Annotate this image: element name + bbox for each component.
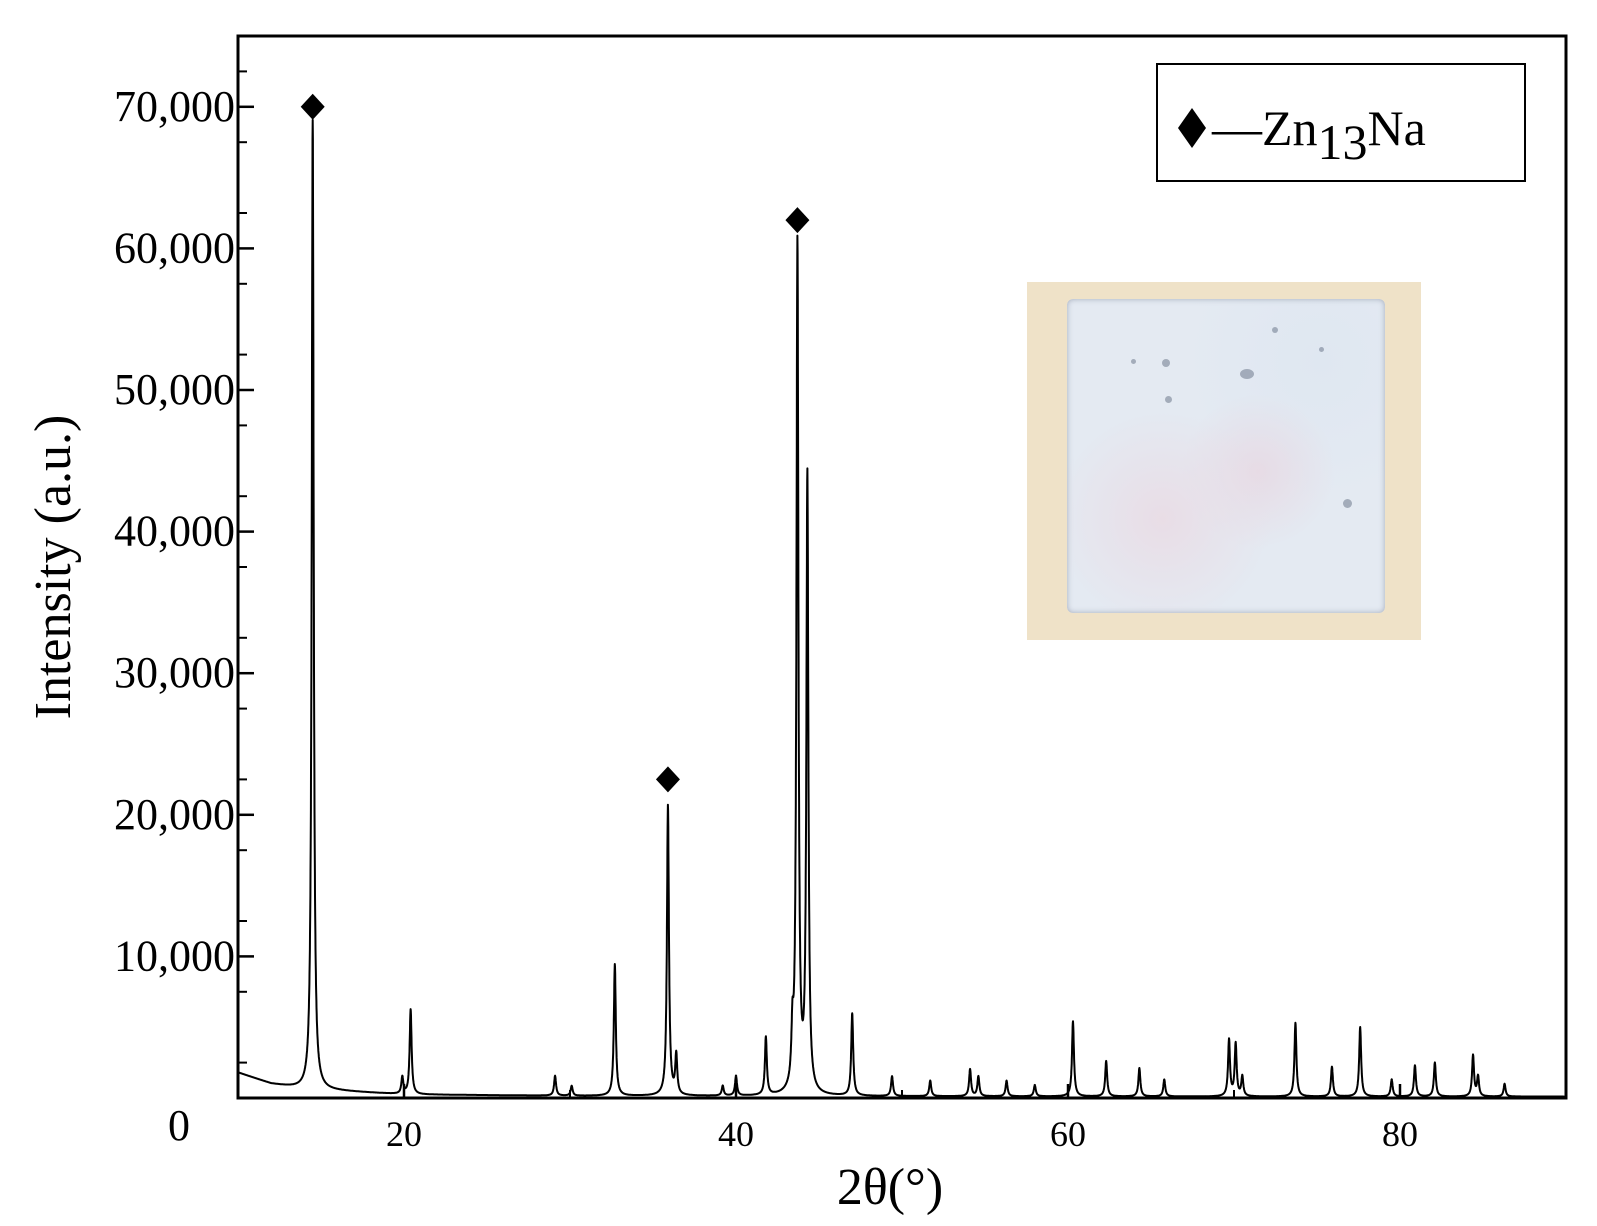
y-tick-label: 50,000 [114, 365, 235, 414]
x-axis-title: 2θ(°) [837, 1159, 943, 1216]
x-tick-label: 40 [718, 1114, 754, 1154]
sample-plate-photo [1067, 299, 1385, 613]
y-tick-label: 0 [168, 1101, 190, 1150]
x-tick-label: 60 [1050, 1114, 1086, 1154]
photo-spot [1162, 359, 1170, 367]
photo-spot [1319, 347, 1324, 352]
y-axis-title: Intensity (a.u.) [25, 415, 82, 720]
legend: —Zn13Na [1156, 63, 1526, 182]
peak-marker-diamond-icon [785, 207, 810, 234]
photo-spot [1240, 369, 1254, 379]
legend-box [1156, 63, 1526, 182]
x-tick-label: 20 [386, 1114, 422, 1154]
diffraction-pattern-line [237, 118, 1567, 1098]
peak-markers [300, 93, 810, 793]
photo-spot [1343, 499, 1352, 508]
photo-spot [1165, 396, 1172, 403]
y-tick-label: 60,000 [114, 223, 235, 272]
peak-marker-diamond-icon [655, 766, 680, 793]
plot-frame [236, 34, 1568, 1100]
legend-label-subscript: 13 [1318, 114, 1368, 170]
legend-label-suffix: Na [1368, 100, 1426, 156]
y-tick-label: 20,000 [114, 790, 235, 839]
sample-photo-inset [1027, 282, 1421, 640]
peak-marker-diamond-icon [300, 93, 325, 120]
legend-label-prefix: —Zn [1211, 100, 1318, 156]
legend-diamond-icon [1178, 108, 1206, 148]
y-tick-label: 70,000 [114, 82, 235, 131]
photo-spot [1272, 327, 1278, 333]
photo-spot [1131, 359, 1136, 364]
y-tick-label: 10,000 [114, 931, 235, 980]
y-tick-label: 40,000 [114, 507, 235, 556]
x-axis-ticks: 20 40 60 80 [386, 1084, 1418, 1154]
x-tick-label: 80 [1382, 1114, 1418, 1154]
y-tick-label: 30,000 [114, 648, 235, 697]
legend-label: —Zn13Na [1211, 100, 1426, 170]
y-axis-ticks: 0 10,000 20,000 30,000 40,000 50,000 60,000 70,… [114, 70, 254, 1150]
